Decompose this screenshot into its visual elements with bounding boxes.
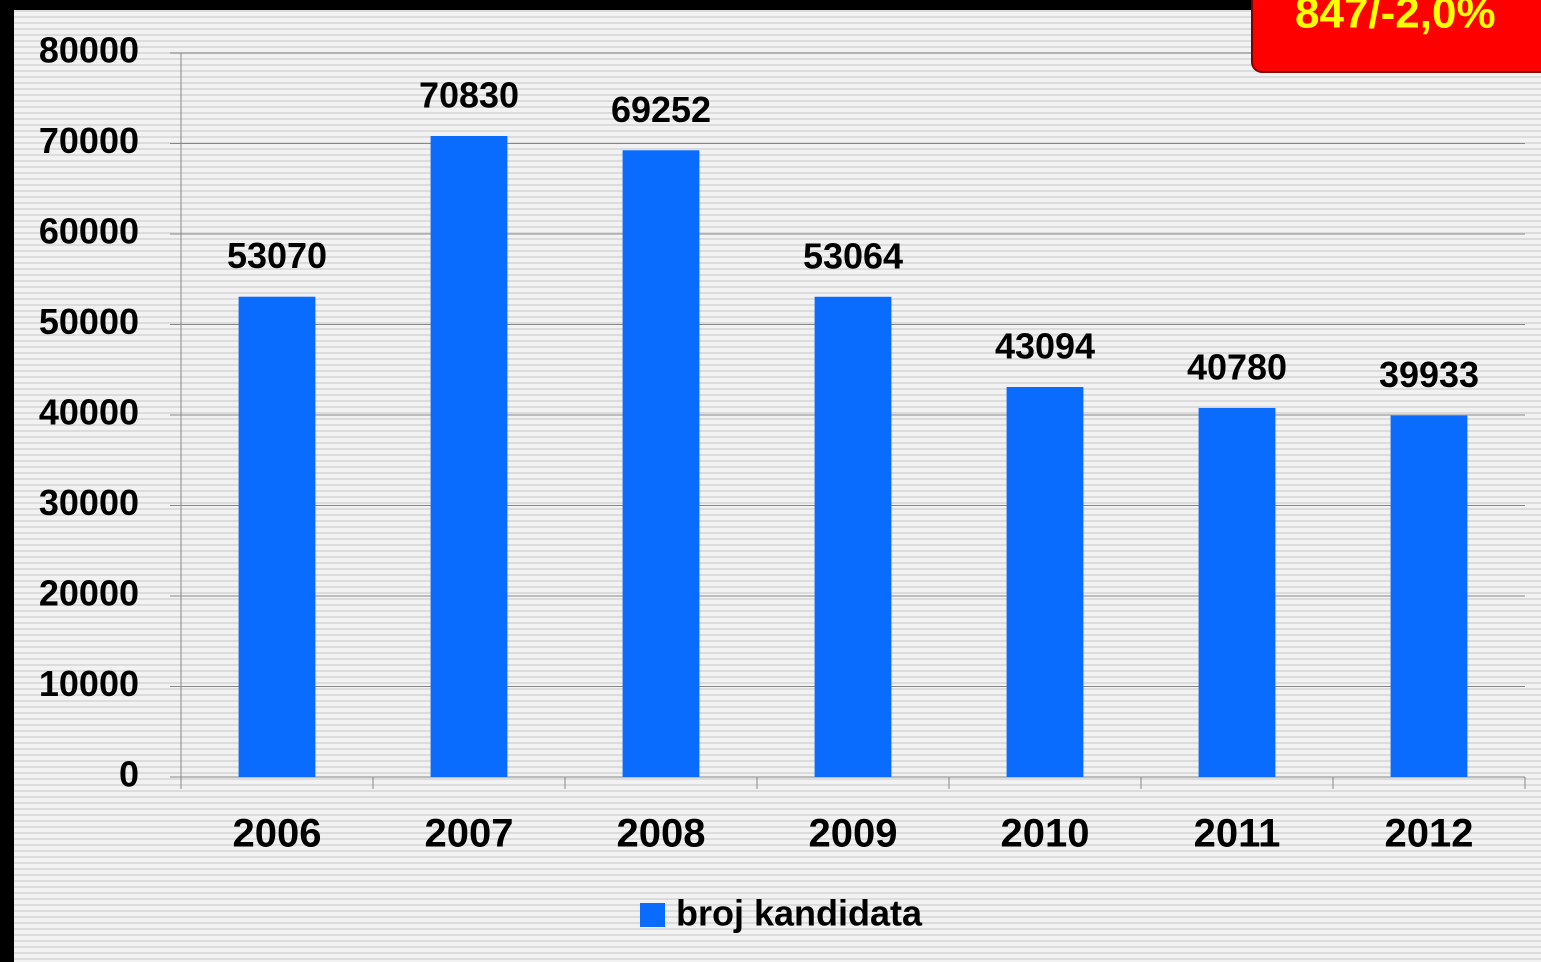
- bar: [622, 150, 700, 777]
- y-tick-label: 20000: [39, 573, 139, 614]
- x-tick-label: 2008: [617, 812, 706, 856]
- bar: [814, 296, 892, 777]
- bar: [1006, 386, 1084, 777]
- bar: [1390, 415, 1468, 777]
- data-label: 39933: [1379, 354, 1479, 395]
- bar: [238, 296, 316, 777]
- frame-left: [0, 0, 14, 962]
- x-tick-label: 2012: [1385, 812, 1474, 856]
- y-tick-label: 70000: [39, 120, 139, 161]
- x-tick-label: 2007: [425, 812, 514, 856]
- plot: 0 10000 20000 30000 40000 50000 60000 70000 8000…: [39, 30, 1526, 934]
- y-tick-label: 10000: [39, 663, 139, 704]
- y-tick-label: 80000: [39, 30, 139, 71]
- x-tick-label: 2009: [809, 812, 898, 856]
- data-label: 70830: [419, 75, 519, 116]
- y-tick-label: 0: [119, 754, 139, 795]
- data-label: 43094: [995, 326, 1095, 367]
- bar: [430, 135, 508, 777]
- x-tick-label: 2011: [1194, 812, 1281, 856]
- annotation-box: [1251, 0, 1541, 73]
- bar: [1198, 407, 1276, 777]
- y-tick-label: 50000: [39, 301, 139, 342]
- x-tick-label: 2010: [1001, 812, 1090, 856]
- data-label: 53070: [227, 235, 327, 276]
- frame-top: [0, 0, 1541, 10]
- data-label: 40780: [1187, 346, 1287, 387]
- annotation: 847/-2,0%: [1295, 0, 1496, 38]
- legend-label: broj kandidata: [676, 893, 923, 934]
- data-label: 53064: [803, 235, 903, 276]
- legend-swatch: [640, 903, 665, 927]
- y-tick-label: 30000: [39, 482, 139, 523]
- data-label: 69252: [611, 89, 711, 130]
- y-tick-label: 60000: [39, 211, 139, 252]
- y-tick-label: 40000: [39, 392, 139, 433]
- x-tick-label: 2006: [233, 812, 322, 856]
